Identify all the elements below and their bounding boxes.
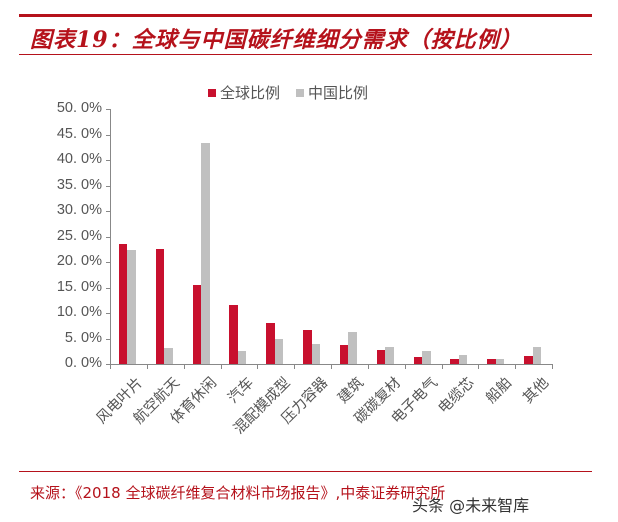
y-tick-label: 40. 0%: [56, 151, 102, 167]
watermark: 头条 @未来智库: [412, 496, 530, 515]
y-tick-label: 20. 0%: [56, 253, 102, 269]
y-tick-mark: [106, 134, 110, 136]
bar-global: [524, 356, 533, 364]
x-category-label: 其他: [519, 374, 552, 407]
bar-global: [266, 322, 275, 364]
x-tick-mark: [515, 364, 517, 369]
y-tick-label: 50. 0%: [56, 100, 102, 116]
y-tick-mark: [106, 287, 110, 289]
chart-title: 图表19：全球与中国碳纤维细分需求（按比例）: [30, 27, 523, 53]
bar-global: [487, 359, 496, 364]
source-rule: [19, 471, 592, 472]
x-tick-mark: [220, 364, 222, 369]
bar-china: [274, 338, 284, 364]
bar-china: [311, 344, 321, 364]
y-tick-label: 25. 0%: [56, 227, 102, 244]
bar-china: [164, 348, 173, 364]
y-tick-mark: [106, 109, 110, 110]
legend-label-china: 中国比例: [308, 84, 369, 102]
bar-china: [348, 331, 357, 364]
source-note: 来源：《2018 全球碳纤维复合材料市场报告》,中泰证券研究所: [30, 484, 446, 502]
bar-global: [450, 359, 459, 364]
bar-china: [127, 249, 136, 364]
y-tick-label: 45. 0%: [56, 125, 102, 142]
title-bottom-rule: [19, 54, 592, 55]
legend-item-china: 中国比例: [296, 82, 368, 103]
bar-china: [385, 346, 394, 364]
x-tick-mark: [294, 364, 296, 369]
bar-global: [229, 304, 238, 364]
x-tick-mark: [367, 364, 369, 369]
y-tick-mark: [106, 160, 110, 161]
x-tick-mark: [478, 364, 480, 369]
x-tick-mark: [552, 364, 553, 369]
bar-global: [339, 345, 349, 364]
x-tick-mark: [110, 364, 111, 369]
legend-swatch-china: [296, 88, 305, 97]
x-category-label: 电缆芯: [435, 374, 479, 417]
bar-china: [422, 351, 431, 364]
y-tick-label: 35. 0%: [56, 176, 102, 193]
x-tick-mark: [331, 364, 332, 369]
y-tick-mark: [106, 236, 110, 238]
y-tick-label: 15. 0%: [56, 278, 102, 295]
y-tick-label: 0. 0%: [64, 355, 102, 371]
bar-global: [303, 330, 312, 364]
x-tick-mark: [183, 364, 185, 369]
chart-legend: 全球比例 中国比例: [208, 82, 384, 103]
y-tick-mark: [106, 211, 110, 212]
y-tick-mark: [106, 364, 110, 365]
x-tick-mark: [441, 364, 443, 369]
y-tick-mark: [106, 185, 110, 187]
x-tick-mark: [404, 364, 406, 369]
bar-global: [118, 243, 128, 364]
y-tick-label: 10. 0%: [56, 304, 102, 320]
bar-china: [495, 359, 505, 364]
x-tick-mark: [146, 364, 148, 369]
y-tick-label: 5. 0%: [64, 329, 102, 346]
x-tick-mark: [257, 364, 259, 369]
bar-china: [201, 143, 210, 364]
bar-global: [376, 350, 386, 364]
y-tick-mark: [106, 313, 110, 314]
y-tick-mark: [106, 338, 110, 340]
legend-item-global: 全球比例: [208, 82, 280, 103]
y-axis-line: [110, 109, 111, 365]
y-tick-label: 30. 0%: [56, 202, 102, 218]
bar-china: [237, 351, 247, 364]
legend-label-global: 全球比例: [220, 84, 281, 102]
bar-global: [413, 357, 423, 364]
y-tick-mark: [106, 262, 110, 263]
title-top-rule: [19, 14, 592, 17]
bar-global: [192, 285, 202, 364]
bar-china: [458, 354, 468, 364]
bar-global: [155, 249, 165, 364]
bar-china: [532, 346, 542, 364]
x-category-label: 船舶: [483, 374, 515, 407]
legend-swatch-global: [208, 88, 216, 97]
